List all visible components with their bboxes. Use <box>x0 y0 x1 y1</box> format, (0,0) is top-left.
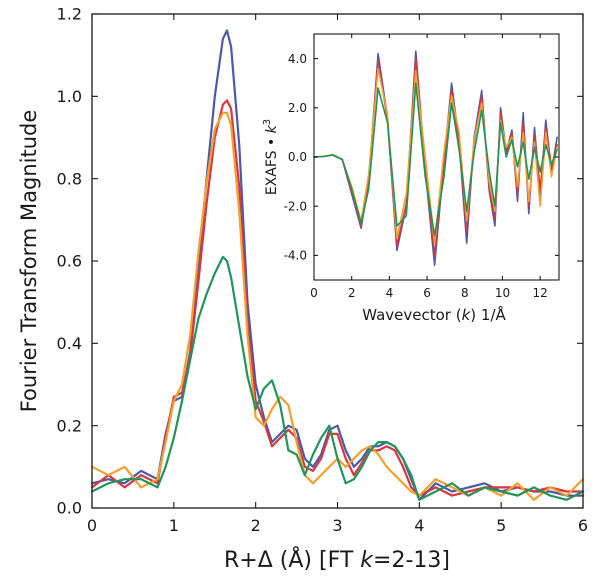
main-x-tick-label: 1 <box>169 516 179 535</box>
main-y-tick-label: 0.0 <box>57 499 82 518</box>
inset-ticks: 0 2 4 6 8 10 12 -4.0 -2.0 0.0 2.0 4.0 <box>284 34 559 300</box>
inset-x-tick-label: 2 <box>348 286 356 300</box>
inset-chart: 0 2 4 6 8 10 12-4.0-2.00.02.04.0 Wavevector (k… <box>262 33 560 324</box>
main-ticks: 0 1 2 3 4 5 60.00.20.40.60.81.01.2 <box>57 5 589 535</box>
inset-series-group <box>313 50 558 266</box>
main-x-tick-label: 5 <box>496 516 506 535</box>
main-chart: 0 1 2 3 4 5 60.00.20.40.60.81.01.2 R+Δ (Å) [FT… <box>17 5 588 573</box>
main-x-tick-label: 4 <box>414 516 424 535</box>
main-series-line-orange <box>90 111 585 501</box>
inset-y-tick-label: 0.0 <box>288 150 307 164</box>
inset-y-tick-label: -4.0 <box>284 249 307 263</box>
main-y-tick-label: 0.4 <box>57 334 82 353</box>
inset-y-tick-label: 4.0 <box>288 52 307 66</box>
main-x-tick-label: 3 <box>332 516 342 535</box>
inset-y-axis-label-sup: 3 <box>262 119 273 125</box>
main-x-tick-label: 6 <box>578 516 588 535</box>
inset-x-tick-label: 0 <box>310 286 318 300</box>
inset-series-line-green <box>313 82 558 237</box>
inset-x-axis-label-var: k <box>462 306 472 324</box>
main-x-axis-label-part: =2-13] <box>373 548 450 573</box>
inset-y-axis-label-part: EXAFS • <box>264 133 280 195</box>
main-x-tick-label: 2 <box>251 516 261 535</box>
main-y-axis-label: Fourier Transform Magnitude <box>17 110 41 413</box>
inset-y-axis-label: EXAFS • k3 <box>262 119 280 195</box>
inset-x-axis-label-part: ) 1/Å <box>470 305 506 324</box>
inset-x-tick-label: 12 <box>533 286 548 300</box>
main-x-axis-label-part: R+Δ (Å) [FT <box>224 546 360 573</box>
main-series-group <box>90 29 585 501</box>
inset-x-tick-label: 8 <box>461 286 469 300</box>
main-y-tick-label: 1.0 <box>57 87 82 106</box>
main-series-line-green <box>90 255 585 501</box>
main-y-tick-label: 1.2 <box>57 5 82 24</box>
inset-series-line-orange <box>313 67 558 244</box>
main-y-tick-label: 0.8 <box>57 169 82 188</box>
main-y-tick-label: 0.2 <box>57 416 82 435</box>
inset-y-tick-label: -2.0 <box>284 199 307 213</box>
main-x-axis-label: R+Δ (Å) [FT k=2-13] <box>224 546 450 573</box>
inset-x-axis-label-part: Wavevector ( <box>362 306 461 324</box>
main-x-tick-label: 0 <box>87 516 97 535</box>
inset-x-tick-label: 6 <box>423 286 431 300</box>
inset-y-tick-label: 2.0 <box>288 101 307 115</box>
main-x-axis-label-var: k <box>360 548 374 573</box>
inset-y-axis-label-var: k <box>264 124 280 133</box>
main-y-tick-label: 0.6 <box>57 252 82 271</box>
inset-x-tick-label: 4 <box>386 286 394 300</box>
inset-x-axis-label: Wavevector (k) 1/Å <box>362 305 506 324</box>
inset-x-tick-label: 10 <box>495 286 510 300</box>
